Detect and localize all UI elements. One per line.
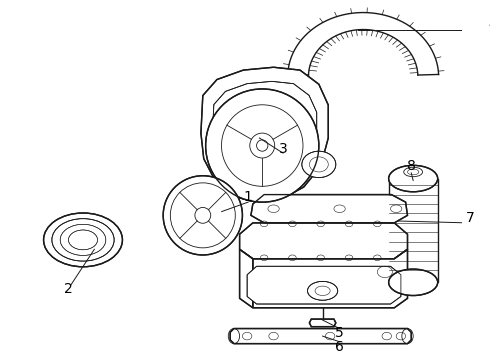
Polygon shape [240, 249, 253, 308]
Text: 4: 4 [488, 18, 490, 32]
Text: 5: 5 [335, 326, 344, 340]
Polygon shape [201, 67, 328, 202]
Ellipse shape [206, 89, 319, 202]
Polygon shape [230, 329, 411, 344]
Ellipse shape [69, 230, 98, 250]
Ellipse shape [389, 165, 438, 192]
Ellipse shape [163, 176, 243, 255]
Ellipse shape [44, 213, 122, 267]
Ellipse shape [52, 219, 114, 261]
Polygon shape [212, 81, 317, 192]
Text: 1: 1 [244, 190, 252, 204]
Ellipse shape [308, 282, 338, 300]
Polygon shape [309, 319, 336, 327]
Polygon shape [240, 223, 408, 259]
Polygon shape [247, 266, 401, 304]
Ellipse shape [302, 151, 336, 177]
Ellipse shape [389, 269, 438, 296]
Polygon shape [251, 195, 408, 223]
Polygon shape [253, 249, 408, 308]
Ellipse shape [60, 224, 106, 256]
Text: 8: 8 [407, 159, 416, 173]
Text: 6: 6 [335, 341, 344, 354]
Text: 2: 2 [64, 282, 73, 296]
Text: 3: 3 [279, 142, 287, 156]
Text: 7: 7 [466, 211, 474, 225]
